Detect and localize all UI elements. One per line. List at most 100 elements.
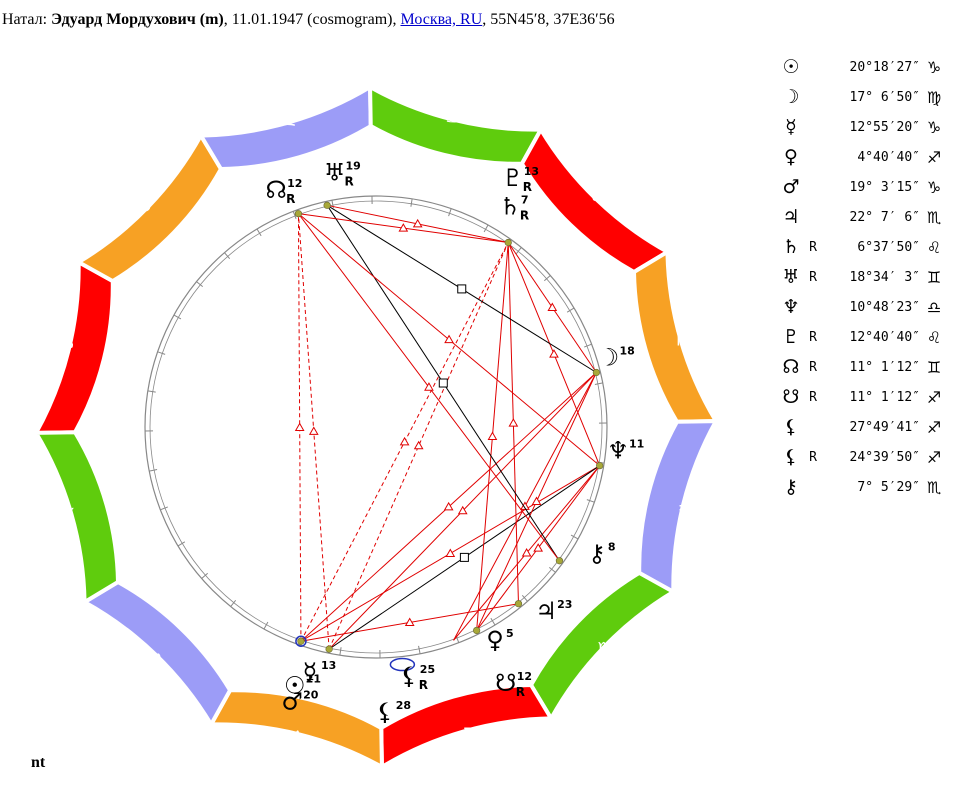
saturn-chart-label: ♄ 7 R xyxy=(499,192,529,222)
degree-tick xyxy=(566,307,575,313)
position-degree: 4°40′40″ xyxy=(849,149,920,165)
position-row-saturn: ♄ R 6°37′50″ ♌ xyxy=(778,232,948,262)
chiron-icon: ⚷ xyxy=(588,539,606,567)
pluto-icon: ♇ xyxy=(502,164,524,192)
moon-icon: ☽ xyxy=(782,86,800,108)
zodiac-sign-icon: ♏ xyxy=(926,207,942,227)
north-node-retrograde-mark: R xyxy=(286,192,295,206)
saturn-icon: ♄ xyxy=(782,236,800,258)
sun-chart-label: ☉ 21 xyxy=(284,671,321,699)
position-row-south-node: ☋ R 11° 1′12″ ♐ xyxy=(778,382,948,412)
aspect-marker xyxy=(308,426,319,435)
uranus-chart-label: ♅ 19 R xyxy=(324,158,361,188)
chiron-chart-label: ⚷ 8 xyxy=(588,539,615,567)
mercury-chart-label: ☿ 13 xyxy=(303,658,337,686)
aspect-marker xyxy=(457,284,467,294)
birth-place-link[interactable]: Москва, RU xyxy=(400,11,483,28)
venus-chart-label: ♀ 5 xyxy=(486,626,513,654)
mars-chart-label: ♂ 20 xyxy=(281,687,318,715)
zodiac-segment-aries xyxy=(32,258,115,435)
position-degree: 10°48′23″ xyxy=(849,299,920,315)
zodiac-sign-icon: ♑ xyxy=(926,57,942,77)
chiron-marker xyxy=(555,557,564,565)
uranus-degree-number: 19 xyxy=(345,159,360,172)
jupiter-marker xyxy=(514,600,523,608)
degree-tick xyxy=(483,224,489,233)
degree-tick xyxy=(339,647,342,656)
jupiter-chart-label: ♃ 23 xyxy=(535,597,572,625)
degree-tick xyxy=(548,566,556,573)
degree-tick xyxy=(448,208,452,217)
zodiac-sign-icon: ♑ xyxy=(926,177,942,197)
lunar-node-highlight xyxy=(389,657,416,672)
degree-tick xyxy=(570,534,579,540)
saturn-icon: ♄ xyxy=(499,192,521,220)
position-row-selena: ⚸ R 24°39′50″ ♐ xyxy=(778,442,948,472)
venus-marker xyxy=(473,626,481,635)
sagittarius-sign-icon: ♐ xyxy=(455,723,473,747)
retrograde-flag xyxy=(804,202,822,232)
sun-degree-number: 21 xyxy=(306,672,321,685)
aspect-lines xyxy=(294,204,601,650)
birth-coordinates: , 55N45′8, 37E36′56 xyxy=(482,11,615,28)
position-row-chiron: ⚷ 7° 5′29″ ♏ xyxy=(778,472,948,502)
degree-tick xyxy=(543,275,551,282)
lilith-chart-label: ⚸ 28 xyxy=(376,698,411,726)
aspect-marker xyxy=(547,302,558,312)
position-degree: 6°37′50″ xyxy=(849,239,920,255)
aspect-marker xyxy=(487,431,498,440)
pluto-chart-label: ♇ 13 R xyxy=(502,164,539,194)
retrograde-flag xyxy=(804,112,822,142)
moon-degree-number: 18 xyxy=(620,344,635,357)
south-node-icon: ☋ xyxy=(495,669,516,697)
lilith-icon: ⚸ xyxy=(376,698,394,726)
degree-tick xyxy=(263,621,269,630)
mars-icon: ♂ xyxy=(281,687,303,715)
aspect-marker xyxy=(412,218,423,228)
north-node-chart-label: ☊ 12 R xyxy=(265,176,302,206)
degree-tick xyxy=(490,617,496,626)
sun-marker xyxy=(297,637,305,645)
retrograde-flag xyxy=(804,172,822,202)
zodiac-sign-icon: ♊ xyxy=(926,357,942,377)
mercury-degree-number: 13 xyxy=(321,659,336,672)
degree-tick xyxy=(584,343,592,348)
aspect-marker xyxy=(459,552,469,562)
selena-retrograde-mark: R xyxy=(419,678,428,692)
zodiac-sign-icon: ♐ xyxy=(926,147,942,167)
degree-tick xyxy=(160,506,168,511)
birth-date: , 11.01.1947 (cosmogram), xyxy=(223,11,401,28)
zodiac-sign-icon: ♍ xyxy=(926,87,942,107)
position-degree: 12°40′40″ xyxy=(849,329,920,345)
uranus-icon: ♅ xyxy=(324,158,346,186)
venus-icon: ♀ xyxy=(784,146,798,168)
selena-degree-number: 25 xyxy=(420,663,435,676)
pluto-retrograde-mark: R xyxy=(523,180,532,194)
retrograde-flag: R xyxy=(809,389,817,405)
degree-tick xyxy=(410,198,413,207)
mars-icon: ♂ xyxy=(782,176,800,198)
degree-tick xyxy=(149,469,158,472)
sun-icon: ☉ xyxy=(782,56,800,78)
zodiac-sign-icon: ♐ xyxy=(926,387,942,407)
footer-label: nt xyxy=(31,754,46,771)
north-node-marker xyxy=(294,210,303,218)
virgo-sign-icon: ♍ xyxy=(675,327,693,351)
lilith-degree-number: 28 xyxy=(396,699,411,712)
zodiac-sign-icon: ♎ xyxy=(926,297,942,317)
neptune-marker xyxy=(596,462,604,470)
retrograde-flag: R xyxy=(809,449,817,465)
degree-tick xyxy=(292,211,297,219)
south-node-icon: ☋ xyxy=(782,386,800,408)
saturn-marker xyxy=(504,238,512,247)
north-node-degree-number: 12 xyxy=(287,177,302,190)
selena-icon: ⚸ xyxy=(784,446,798,468)
retrograde-flag: R xyxy=(809,329,817,345)
uranus-marker xyxy=(323,201,331,209)
neptune-icon: ♆ xyxy=(782,296,800,318)
uranus-retrograde-mark: R xyxy=(344,174,353,188)
zodiac-sign-icon: ♌ xyxy=(926,237,942,257)
position-degree: 19° 3′15″ xyxy=(849,179,920,195)
zodiac-sign-icon: ♐ xyxy=(926,417,942,437)
degree-tick xyxy=(256,228,262,237)
